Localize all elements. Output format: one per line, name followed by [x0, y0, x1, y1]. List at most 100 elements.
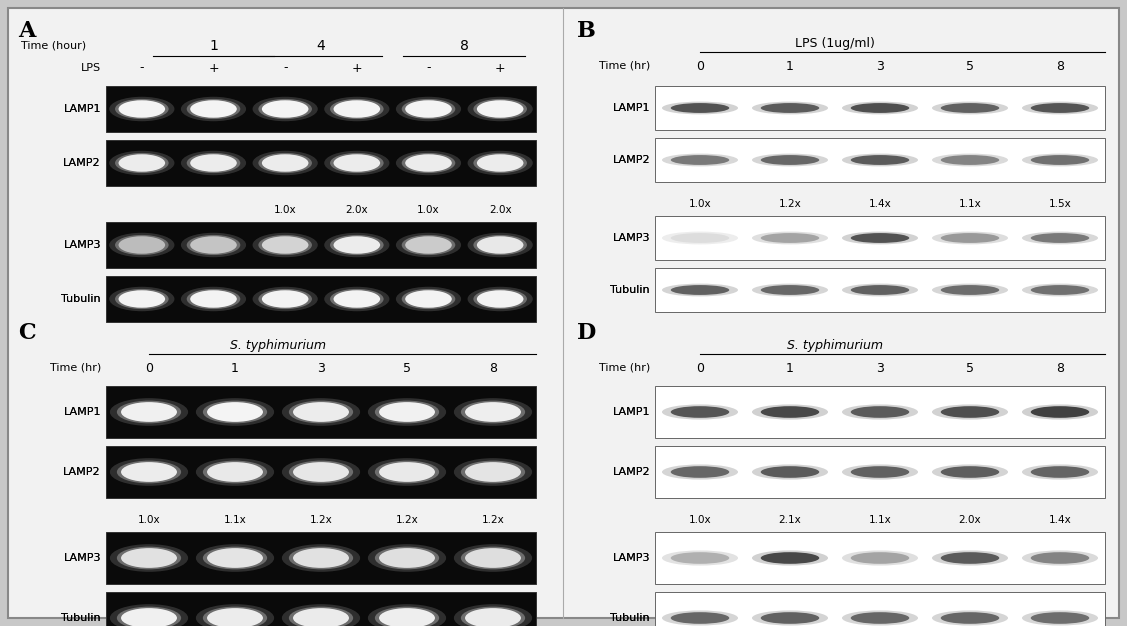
Text: Tubulin: Tubulin — [611, 285, 650, 295]
Ellipse shape — [396, 287, 461, 311]
Ellipse shape — [473, 235, 527, 255]
Ellipse shape — [187, 99, 240, 119]
Ellipse shape — [334, 154, 380, 172]
Ellipse shape — [367, 604, 446, 626]
Ellipse shape — [468, 287, 533, 311]
Ellipse shape — [187, 289, 240, 309]
Ellipse shape — [1022, 404, 1098, 419]
Ellipse shape — [258, 153, 312, 173]
Text: 8: 8 — [460, 39, 469, 53]
Ellipse shape — [367, 458, 446, 486]
Ellipse shape — [662, 101, 738, 115]
Text: 2.0x: 2.0x — [489, 205, 512, 215]
Ellipse shape — [941, 406, 1000, 418]
Ellipse shape — [477, 236, 523, 254]
Ellipse shape — [109, 151, 175, 175]
Ellipse shape — [932, 404, 1008, 419]
Text: S. typhimurium: S. typhimurium — [230, 339, 326, 352]
Ellipse shape — [671, 155, 729, 165]
Ellipse shape — [473, 289, 527, 309]
Ellipse shape — [181, 233, 246, 257]
Ellipse shape — [367, 398, 446, 426]
Ellipse shape — [289, 546, 353, 570]
Ellipse shape — [454, 604, 532, 626]
Ellipse shape — [1022, 550, 1098, 565]
Ellipse shape — [196, 544, 274, 572]
Text: LAMP1: LAMP1 — [63, 104, 101, 114]
Ellipse shape — [752, 464, 828, 480]
Ellipse shape — [761, 103, 819, 113]
Text: LAMP3: LAMP3 — [63, 553, 101, 563]
Ellipse shape — [207, 548, 263, 568]
Ellipse shape — [203, 461, 267, 483]
Text: LAMP1: LAMP1 — [612, 103, 650, 113]
Ellipse shape — [1022, 610, 1098, 625]
Bar — [655, 532, 1104, 584]
Ellipse shape — [109, 97, 175, 121]
Ellipse shape — [396, 151, 461, 175]
Text: 1.2x: 1.2x — [310, 515, 332, 525]
Ellipse shape — [187, 153, 240, 173]
Ellipse shape — [118, 290, 166, 308]
Text: 1.1x: 1.1x — [223, 515, 247, 525]
Bar — [106, 276, 536, 322]
Ellipse shape — [842, 404, 919, 419]
Text: LAMP3: LAMP3 — [63, 553, 101, 563]
Ellipse shape — [662, 550, 738, 565]
Ellipse shape — [752, 153, 828, 167]
Ellipse shape — [477, 290, 523, 308]
Ellipse shape — [406, 236, 452, 254]
Text: 1.0x: 1.0x — [274, 205, 296, 215]
Ellipse shape — [1031, 103, 1090, 113]
Ellipse shape — [662, 284, 738, 296]
Ellipse shape — [1022, 153, 1098, 167]
Ellipse shape — [473, 99, 527, 119]
Ellipse shape — [454, 458, 532, 486]
Bar — [106, 592, 536, 626]
Bar — [106, 140, 536, 186]
Text: LAMP3: LAMP3 — [612, 233, 650, 243]
Ellipse shape — [190, 236, 237, 254]
Text: LAMP2: LAMP2 — [63, 467, 101, 477]
Ellipse shape — [293, 548, 349, 568]
Text: LAMP2: LAMP2 — [612, 467, 650, 477]
Bar — [655, 216, 1104, 260]
Text: 2.0x: 2.0x — [346, 205, 369, 215]
Bar — [655, 268, 1104, 312]
Text: Tubulin: Tubulin — [61, 613, 101, 623]
Ellipse shape — [671, 285, 729, 295]
Text: 0: 0 — [696, 361, 704, 374]
Text: +: + — [208, 61, 219, 74]
Ellipse shape — [196, 604, 274, 626]
Text: +: + — [352, 61, 362, 74]
Ellipse shape — [401, 289, 455, 309]
Ellipse shape — [293, 402, 349, 422]
Ellipse shape — [289, 461, 353, 483]
Text: 1.0x: 1.0x — [689, 199, 711, 209]
Ellipse shape — [851, 155, 909, 165]
Text: 0: 0 — [145, 361, 153, 374]
Ellipse shape — [1022, 101, 1098, 115]
Text: Time (hr): Time (hr) — [598, 61, 650, 71]
Ellipse shape — [375, 546, 440, 570]
Text: 5: 5 — [966, 59, 974, 73]
Ellipse shape — [207, 608, 263, 626]
Ellipse shape — [842, 153, 919, 167]
Ellipse shape — [454, 398, 532, 426]
Ellipse shape — [118, 100, 166, 118]
Ellipse shape — [842, 284, 919, 296]
Ellipse shape — [330, 99, 383, 119]
Ellipse shape — [468, 97, 533, 121]
Ellipse shape — [115, 235, 169, 255]
Ellipse shape — [932, 464, 1008, 480]
Ellipse shape — [671, 233, 729, 243]
Text: 1: 1 — [210, 39, 218, 53]
Ellipse shape — [117, 401, 181, 423]
Ellipse shape — [190, 100, 237, 118]
Ellipse shape — [1031, 466, 1090, 478]
Text: -: - — [140, 61, 144, 74]
Ellipse shape — [1031, 233, 1090, 243]
Ellipse shape — [1022, 284, 1098, 296]
Ellipse shape — [203, 546, 267, 570]
Text: 1.4x: 1.4x — [869, 199, 891, 209]
